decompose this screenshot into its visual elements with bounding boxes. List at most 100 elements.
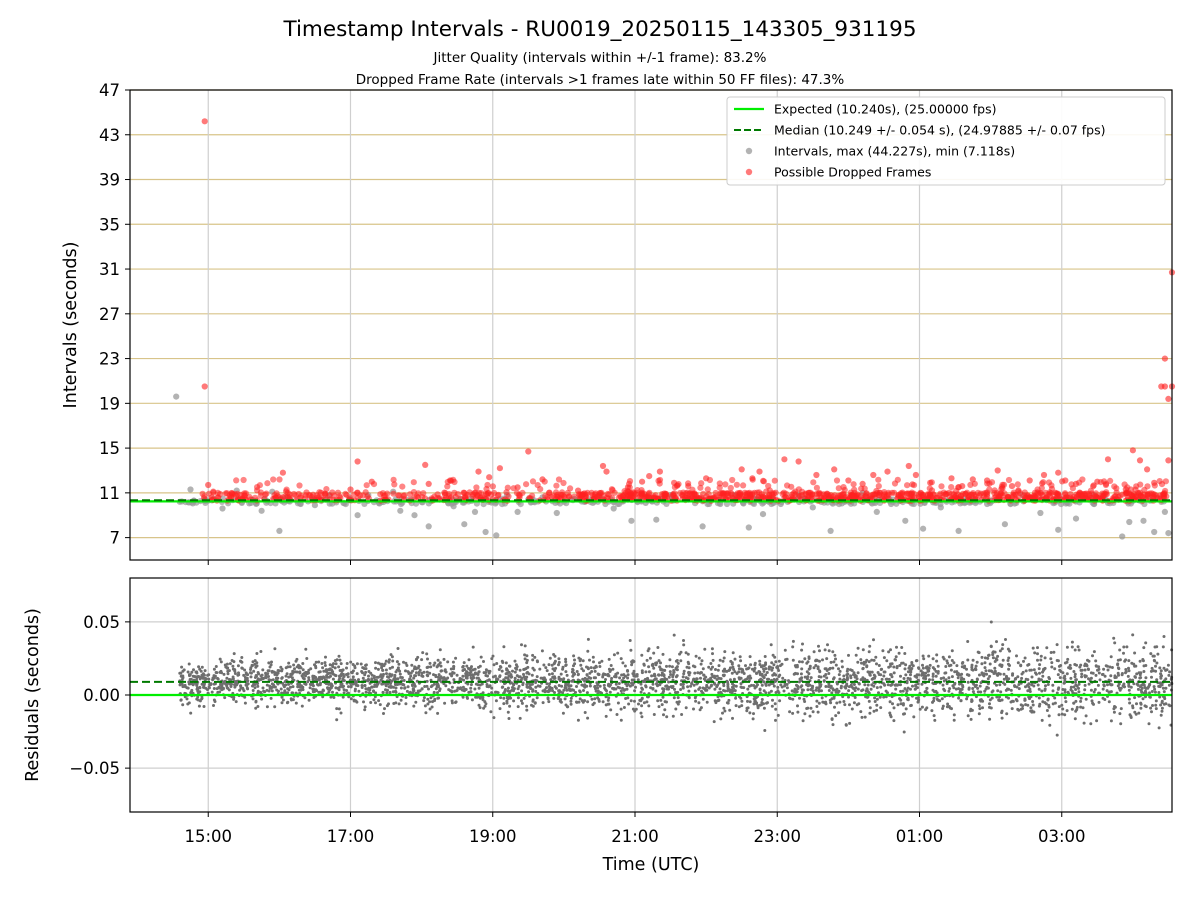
- residual-point: [842, 678, 846, 682]
- residual-point: [1134, 712, 1138, 716]
- residual-point: [471, 668, 475, 672]
- dropped-frame-point: [307, 492, 314, 499]
- residual-point: [408, 690, 412, 694]
- residual-point: [1118, 688, 1122, 692]
- residual-point: [959, 699, 963, 703]
- residual-point: [1050, 661, 1054, 665]
- residual-point: [429, 665, 433, 669]
- residual-point: [622, 688, 626, 692]
- dropped-frame-point: [703, 475, 710, 482]
- interval-point: [902, 517, 909, 524]
- residual-point: [1032, 668, 1036, 672]
- residual-point: [867, 699, 871, 703]
- residual-point: [978, 673, 981, 677]
- residual-point: [932, 714, 936, 718]
- residual-point: [722, 689, 725, 692]
- residual-point: [218, 657, 222, 661]
- residual-point: [1150, 675, 1153, 679]
- residual-point: [376, 661, 380, 665]
- residual-point: [996, 654, 1000, 658]
- residual-point: [796, 684, 800, 688]
- residual-point: [304, 670, 308, 674]
- residual-point: [925, 666, 928, 670]
- residual-point: [1073, 672, 1077, 676]
- residual-point: [742, 672, 746, 675]
- residual-point: [1070, 707, 1074, 711]
- residual-point: [713, 676, 717, 680]
- residual-point: [212, 667, 216, 671]
- residual-point: [853, 689, 857, 693]
- residual-point: [338, 676, 342, 680]
- residual-point: [1047, 714, 1051, 718]
- residual-point: [1154, 707, 1158, 711]
- residual-point: [1063, 696, 1067, 700]
- residual-point: [361, 676, 365, 680]
- residual-point: [682, 643, 686, 647]
- residual-point: [451, 671, 455, 674]
- residual-point: [801, 688, 805, 692]
- residual-point: [905, 689, 909, 693]
- dropped-frame-point: [953, 487, 960, 494]
- interval-point: [173, 393, 180, 400]
- dropped-frame-point: [410, 489, 417, 496]
- residual-point: [1086, 658, 1089, 662]
- residual-point: [681, 675, 685, 679]
- residual-point: [1129, 685, 1133, 689]
- residual-point: [824, 685, 828, 688]
- residual-point: [640, 715, 644, 719]
- residual-point: [831, 666, 835, 670]
- residual-point: [234, 700, 238, 704]
- residual-point: [977, 712, 981, 716]
- residual-point: [615, 713, 619, 716]
- residual-point: [1160, 709, 1164, 713]
- residual-point: [715, 678, 719, 681]
- residual-point: [1000, 647, 1004, 651]
- dropped-frame-point: [290, 490, 297, 498]
- residual-point: [872, 658, 876, 662]
- dropped-frame-point: [1124, 494, 1131, 501]
- residual-point: [333, 673, 337, 677]
- residual-point: [687, 695, 691, 699]
- residual-point: [701, 667, 705, 671]
- residual-point: [545, 686, 548, 690]
- residual-point: [875, 703, 879, 707]
- dropped-frame-point: [215, 494, 222, 501]
- residual-point: [1001, 643, 1005, 647]
- residual-point: [353, 666, 357, 670]
- residual-point: [1083, 675, 1087, 679]
- residual-point: [955, 670, 959, 674]
- residual-point: [650, 674, 654, 678]
- residual-point: [328, 663, 332, 667]
- residual-point: [1139, 706, 1143, 710]
- residual-point: [402, 660, 405, 664]
- residual-point: [303, 696, 307, 700]
- residual-point: [179, 674, 183, 678]
- residual-point: [834, 714, 838, 718]
- residual-point: [869, 687, 873, 691]
- residual-point: [409, 671, 413, 675]
- residual-point: [643, 678, 647, 682]
- residual-point: [884, 677, 888, 681]
- residual-point: [347, 691, 350, 695]
- residual-point: [777, 691, 781, 695]
- dropped-frame-point: [948, 475, 955, 482]
- residual-point: [331, 690, 334, 694]
- residual-point: [1019, 707, 1023, 711]
- residual-point: [513, 670, 517, 674]
- residual-point: [1057, 705, 1061, 709]
- residual-point: [333, 659, 337, 663]
- residual-point: [862, 662, 866, 666]
- residual-point: [626, 676, 630, 680]
- dropped-frame-point: [859, 480, 866, 487]
- residual-point: [335, 718, 339, 722]
- residual-point: [465, 664, 469, 668]
- residual-point: [396, 677, 400, 681]
- residual-point: [986, 677, 990, 681]
- residual-point: [287, 682, 291, 686]
- residual-point: [670, 685, 674, 689]
- residual-point: [966, 680, 970, 684]
- residual-point: [296, 685, 300, 689]
- residual-point: [386, 675, 389, 679]
- dropped-frame-point: [1094, 494, 1101, 501]
- residual-point: [681, 682, 685, 686]
